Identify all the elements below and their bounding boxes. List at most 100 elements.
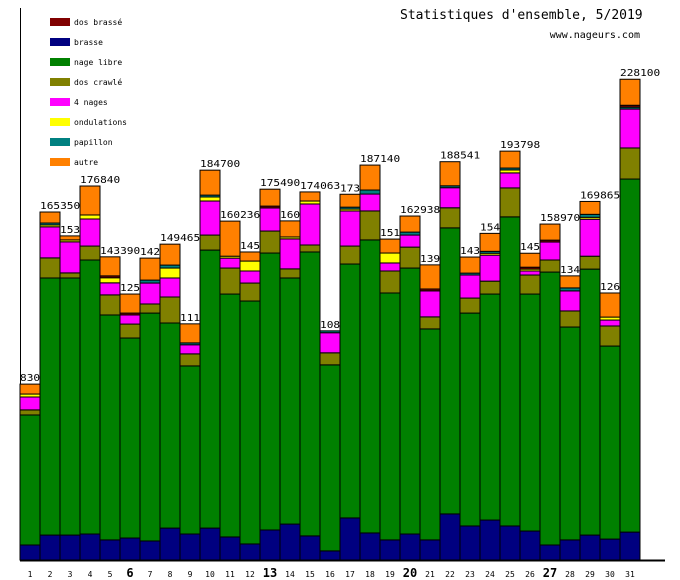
bar-segment-autre-day-29 xyxy=(579,200,601,215)
bar-label: 1432 xyxy=(460,246,487,257)
chart-title: Statistiques d'ensemble, 5/2019 xyxy=(400,8,643,23)
bar-label: 1116 xyxy=(180,313,207,324)
bar-segment-4-nages-day-24 xyxy=(479,254,501,282)
bar-segment-autre-day-30 xyxy=(599,292,621,318)
x-tick-label: 30 xyxy=(605,570,615,579)
bar-segment-autre-day-14 xyxy=(279,220,301,238)
bar-segment-autre-day-20 xyxy=(399,215,421,233)
legend-swatch-4-nages xyxy=(50,98,70,106)
x-tick-label: 9 xyxy=(188,570,193,579)
bar-segment-4-nages-day-28 xyxy=(559,290,581,312)
bar-segment-autre-day-11 xyxy=(219,220,241,257)
bar-segment-4-nages-day-25 xyxy=(499,172,521,189)
x-tick-label: 29 xyxy=(585,570,595,579)
bar-segment-autre-day-15 xyxy=(299,191,321,202)
bar-segment-dos-crawlé-day-12 xyxy=(239,282,261,302)
bar-segment-4-nages-day-1 xyxy=(19,396,41,411)
bar-label: 188541 xyxy=(440,151,481,162)
bar-segment-brasse-day-22 xyxy=(439,513,461,561)
bar-segment-autre-day-12 xyxy=(239,251,261,262)
bar-segment-nage-libre-day-5 xyxy=(99,314,121,541)
bar-segment-autre-day-26 xyxy=(519,252,541,268)
bar-segment-dos-crawlé-day-5 xyxy=(99,294,121,316)
bar-segment-nage-libre-day-8 xyxy=(159,322,181,529)
bar-segment-autre-day-23 xyxy=(459,256,481,274)
bar-segment-autre-day-4 xyxy=(79,185,101,216)
x-tick-label: 21 xyxy=(425,570,435,579)
bar-segment-nage-libre-day-21 xyxy=(419,328,441,541)
bar-label: 1452 xyxy=(520,242,547,253)
x-tick-label: 10 xyxy=(205,570,215,579)
bar-segment-autre-day-17 xyxy=(339,193,361,208)
bar-segment-nage-libre-day-1 xyxy=(19,414,41,546)
bar-segment-brasse-day-19 xyxy=(379,539,401,561)
bar-label: 187140 xyxy=(360,154,401,165)
bar-segment-ondulations-day-10 xyxy=(199,196,221,202)
bar-label: 1539 xyxy=(60,225,87,236)
bar-segment-autre-day-31 xyxy=(619,78,641,106)
bar-segment-brasse-day-18 xyxy=(359,532,381,561)
bar-segment-brasse-day-8 xyxy=(159,527,181,561)
bar-segment-4-nages-day-10 xyxy=(199,200,221,236)
bar-segment-nage-libre-day-12 xyxy=(239,300,261,545)
bar-segment-4-nages-day-2 xyxy=(39,226,61,259)
bar-label: 160236 xyxy=(220,210,261,221)
x-tick-label: 27 xyxy=(543,566,557,580)
bar-segment-4-nages-day-29 xyxy=(579,218,601,257)
bar-segment-brasse-day-28 xyxy=(559,539,581,561)
bar-segment-dos-crawlé-day-31 xyxy=(619,147,641,180)
bar-segment-dos-crawlé-day-27 xyxy=(539,259,561,273)
bar-segment-dos-crawlé-day-10 xyxy=(199,234,221,251)
bar-label: 1429 xyxy=(140,247,167,258)
legend-swatch-brasse xyxy=(50,38,70,46)
x-tick-label: 31 xyxy=(625,570,635,579)
bar-segment-ondulations-day-19 xyxy=(379,252,401,264)
bar-label: 1604 xyxy=(280,210,307,221)
bar-segment-brasse-day-14 xyxy=(279,523,301,561)
bar-segment-4-nages-day-26 xyxy=(519,270,541,276)
bar-segment-4-nages-day-18 xyxy=(359,193,381,212)
bar-segment-autre-day-24 xyxy=(479,232,501,252)
bar-segment-nage-libre-day-16 xyxy=(319,364,341,552)
bar-segment-autre-day-13 xyxy=(259,188,281,207)
bar-segment-nage-libre-day-7 xyxy=(139,312,161,542)
bar-segment-brasse-day-6 xyxy=(119,537,141,561)
x-tick-label: 20 xyxy=(403,566,417,580)
bar-segment-brasse-day-11 xyxy=(219,536,241,561)
bar-segment-brasse-day-10 xyxy=(199,527,221,561)
bar-segment-4-nages-day-7 xyxy=(139,282,161,305)
bar-segment-nage-libre-day-19 xyxy=(379,292,401,541)
bar-segment-dos-crawlé-day-2 xyxy=(39,257,61,279)
bar-segment-nage-libre-day-2 xyxy=(39,277,61,536)
bar-segment-4-nages-day-22 xyxy=(439,187,461,209)
legend-swatch-dos-brassé xyxy=(50,18,70,26)
bar-label: 1263 xyxy=(600,282,627,293)
bar-segment-brasse-day-9 xyxy=(179,533,201,561)
bar-segment-dos-crawlé-day-18 xyxy=(359,210,381,241)
bar-segment-nage-libre-day-27 xyxy=(539,271,561,546)
bar-segment-4-nages-day-9 xyxy=(179,344,201,355)
bar-label: 1548 xyxy=(480,222,507,233)
bar-segment-4-nages-day-23 xyxy=(459,274,481,299)
bar-segment-dos-crawlé-day-3 xyxy=(59,272,81,279)
bar-segment-dos-crawlé-day-15 xyxy=(299,244,321,253)
bar-segment-ondulations-day-5 xyxy=(99,277,121,284)
legend-swatch-nage-libre xyxy=(50,58,70,66)
bar-segment-dos-crawlé-day-21 xyxy=(419,316,441,330)
bar-segment-papillon-day-18 xyxy=(359,189,381,195)
bar-segment-brasse-day-25 xyxy=(499,525,521,561)
bar-segment-nage-libre-day-31 xyxy=(619,178,641,533)
legend-swatch-ondulations xyxy=(50,118,70,126)
x-tick-label: 26 xyxy=(525,570,535,579)
bar-segment-4-nages-day-4 xyxy=(79,218,101,247)
bar-segment-autre-day-28 xyxy=(559,275,581,289)
bar-segment-nage-libre-day-14 xyxy=(279,277,301,525)
bar-label: 1085 xyxy=(320,320,347,331)
bar-segment-autre-day-18 xyxy=(359,164,381,191)
bar-segment-brasse-day-13 xyxy=(259,529,281,561)
bar-segment-dos-crawlé-day-9 xyxy=(179,353,201,367)
bar-segment-4-nages-day-17 xyxy=(339,210,361,247)
x-tick-label: 23 xyxy=(465,570,475,579)
bar-segment-brasse-day-16 xyxy=(319,550,341,561)
